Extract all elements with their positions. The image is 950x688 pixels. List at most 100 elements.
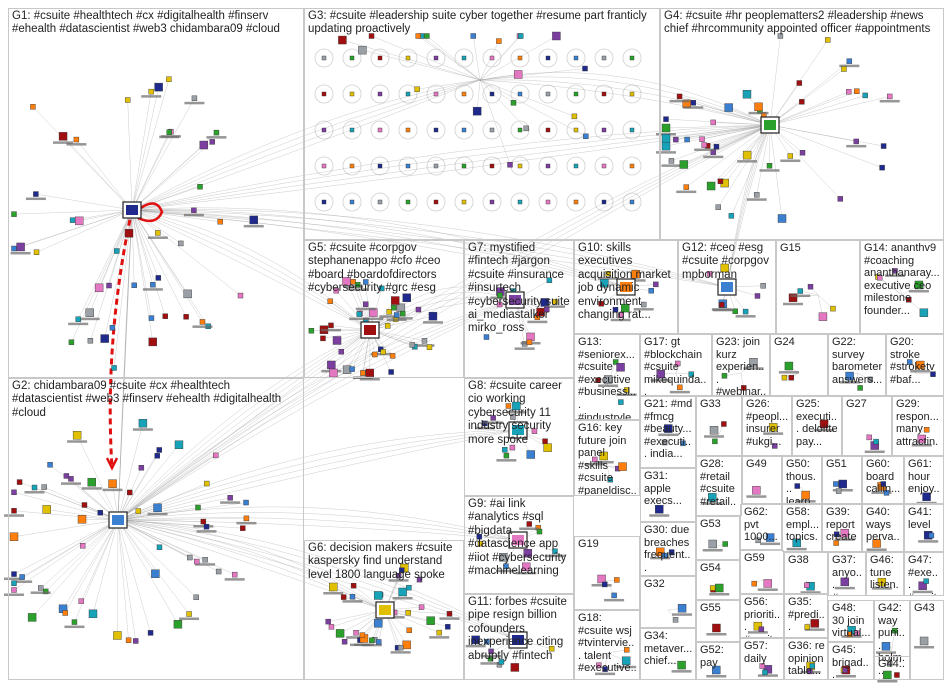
avatar-node — [713, 143, 720, 150]
edge-line — [724, 372, 742, 377]
inter-group-edge — [726, 124, 771, 288]
avatar-node — [37, 585, 44, 591]
avatar-node — [377, 127, 383, 133]
avatar-node — [87, 338, 94, 344]
avatar-node — [11, 571, 17, 577]
avatar-node — [612, 359, 619, 365]
edge-line — [117, 519, 156, 574]
avatar-node — [332, 336, 342, 345]
self-loop-ring — [622, 156, 642, 176]
avatar-node — [153, 503, 162, 512]
self-loop-ring — [622, 84, 642, 104]
avatar-node — [380, 349, 386, 355]
avatar-node — [472, 106, 482, 116]
avatar-node — [513, 70, 523, 79]
avatar-node — [662, 552, 668, 559]
avatar-node — [922, 492, 931, 501]
avatar-node — [114, 248, 120, 254]
group-label: G28: #retail #csuite #retail... — [700, 458, 738, 516]
node-label-mark — [516, 571, 537, 575]
edge-line — [693, 102, 771, 126]
edge-line — [81, 519, 119, 602]
edge-line — [131, 79, 170, 211]
avatar-node — [490, 415, 496, 421]
avatar-node — [573, 163, 579, 169]
edge-line — [131, 209, 188, 295]
node-label-mark — [875, 651, 896, 654]
avatar-node — [545, 55, 551, 61]
group-label: G32 — [644, 578, 665, 590]
avatar-node — [496, 301, 503, 308]
group-cell-g46: G46: tune listen... — [866, 552, 904, 596]
edge-line — [36, 209, 133, 253]
edge-line — [606, 649, 627, 654]
self-loop-ring — [594, 120, 614, 140]
node-label-mark — [183, 213, 204, 217]
node-label-mark — [778, 371, 799, 374]
avatar-node — [147, 630, 154, 636]
edge-line — [131, 209, 159, 279]
node-label-mark — [804, 628, 825, 631]
edge-line — [473, 35, 481, 81]
node-label-mark — [545, 305, 566, 308]
edge-line — [369, 329, 430, 348]
self-loop-ring — [482, 192, 502, 212]
group-label: G7: mystified #fintech #jargon #csuite #… — [468, 242, 573, 335]
avatar-node — [599, 451, 608, 461]
avatar-node — [857, 385, 863, 391]
avatar-node — [195, 504, 201, 511]
node-label-mark — [914, 645, 935, 649]
group-label: G26: #peopl... insurer #ukgi... — [746, 398, 792, 448]
inter-group-edge — [131, 79, 481, 211]
edge-line — [117, 519, 119, 636]
inter-group-edge — [117, 329, 371, 521]
avatar-node — [545, 91, 551, 97]
edge-line — [76, 435, 119, 521]
inter-group-edge — [479, 79, 771, 126]
avatar-node — [699, 136, 705, 142]
edge-line — [710, 124, 771, 187]
node-label-mark — [783, 302, 804, 306]
group-label: G60: board callin... — [866, 458, 901, 496]
avatar-node — [154, 453, 160, 459]
inter-group-edge — [117, 329, 371, 521]
avatar-node — [656, 369, 665, 379]
avatar-node — [349, 55, 355, 61]
group-cell-g17: G17: gt #blockchain #csuite mikequinda..… — [640, 334, 712, 396]
avatar-node — [148, 315, 155, 321]
avatar-node — [701, 142, 707, 148]
avatar-node — [679, 160, 689, 169]
hub-node-avatar — [509, 295, 521, 305]
avatar-node — [517, 127, 523, 133]
self-loop-ring — [370, 156, 390, 176]
node-label-mark — [912, 590, 933, 594]
node-label-mark — [353, 643, 374, 646]
avatar-node — [833, 481, 839, 487]
avatar-node — [787, 153, 794, 159]
avatar-node — [476, 534, 482, 540]
avatar-node — [249, 215, 258, 225]
avatar-node — [507, 162, 513, 168]
avatar-node — [546, 277, 553, 283]
self-loop-ring — [482, 120, 502, 140]
group-cell-g51: G51 — [822, 456, 862, 504]
self-loop-ring — [538, 192, 558, 212]
node-label-mark — [342, 600, 363, 603]
avatar-node — [598, 301, 605, 307]
avatar-node — [33, 191, 39, 197]
avatar-node — [892, 268, 898, 274]
edge-line — [671, 124, 771, 162]
group-cell-g59: G59 — [740, 550, 784, 594]
edge-line — [45, 519, 119, 592]
node-label-mark — [12, 580, 33, 583]
inter-group-edge — [131, 79, 481, 211]
avatar-node — [358, 45, 367, 55]
avatar-node — [804, 624, 810, 630]
group-label: G56: prioriti... #csuit... — [744, 596, 781, 637]
avatar-node — [155, 230, 161, 236]
group-label: G20: stroke #stroketv #baf... — [890, 336, 938, 386]
self-loop-ring — [510, 192, 530, 212]
node-label-mark — [25, 197, 46, 201]
node-label-mark — [159, 135, 180, 139]
avatar-node — [710, 119, 716, 126]
